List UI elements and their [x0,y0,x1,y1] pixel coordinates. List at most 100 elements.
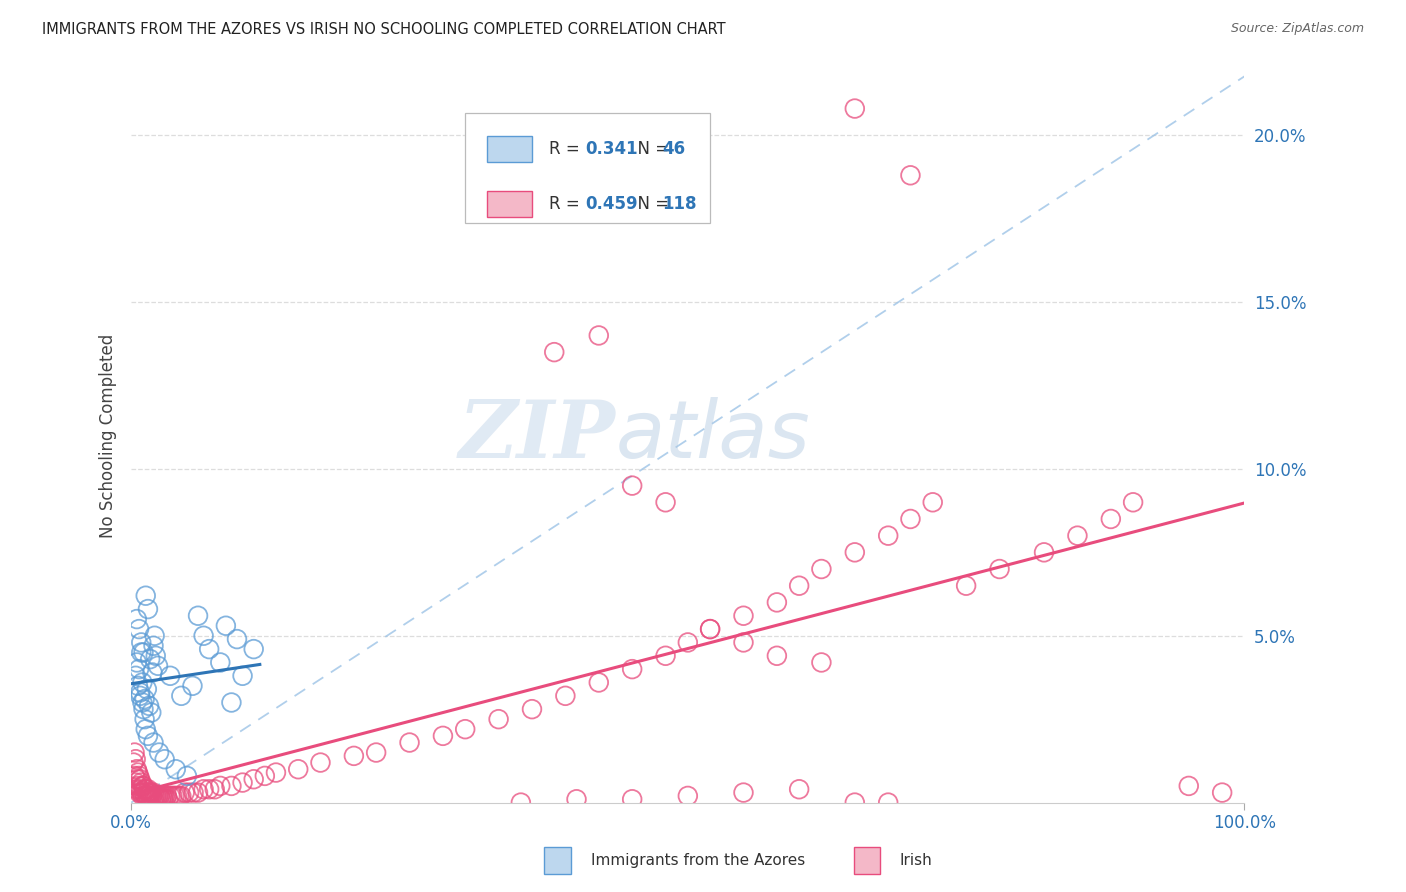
Point [128,622,150,636]
Point [129,782,152,797]
Point [699,622,721,636]
Point [676,789,699,803]
Point [153,752,176,766]
Point [156,789,179,803]
Point [264,765,287,780]
Point [125,775,148,789]
Point [124,746,146,760]
Point [132,702,155,716]
Point [226,632,249,646]
Point [142,735,165,749]
Point [232,669,254,683]
Point [699,622,721,636]
Point [621,478,644,492]
Point [1211,786,1233,800]
Point [509,796,531,810]
Point [1122,495,1144,509]
Point [128,786,150,800]
Point [215,619,238,633]
Point [125,752,148,766]
Point [988,562,1011,576]
Point [150,792,173,806]
Point [676,635,699,649]
Point [173,786,195,800]
Point [138,792,160,806]
Point [143,789,166,803]
Point [131,779,153,793]
Point [136,789,159,803]
Point [145,648,167,663]
Point [565,792,588,806]
Point [129,685,152,699]
Text: atlas: atlas [616,397,810,475]
Point [141,792,163,806]
Point [122,756,145,770]
Point [343,748,366,763]
Point [156,792,179,806]
Point [145,789,167,803]
Point [921,495,943,509]
Point [148,789,170,803]
Point [134,782,156,797]
Point [183,786,205,800]
Point [167,789,190,803]
Point [198,642,221,657]
Point [125,612,148,626]
Point [488,712,510,726]
Point [654,495,676,509]
Point [432,729,454,743]
Point [621,662,644,676]
Point [143,629,166,643]
Point [129,689,152,703]
Point [149,789,172,803]
Point [163,789,186,803]
Point [155,792,177,806]
Point [129,645,152,659]
Point [242,772,264,787]
Point [193,782,215,797]
Point [179,786,201,800]
Point [128,769,150,783]
Point [141,706,163,720]
Point [877,529,900,543]
Point [844,545,866,559]
Point [135,682,157,697]
Point [142,639,165,653]
Point [142,786,165,800]
Point [166,789,188,803]
Point [139,652,162,666]
Point [141,665,163,680]
Point [733,608,755,623]
Point [170,689,193,703]
Point [253,769,276,783]
Point [135,589,157,603]
Point [1066,529,1088,543]
Point [148,746,170,760]
Point [136,602,159,616]
Point [134,712,156,726]
Y-axis label: No Schooling Completed: No Schooling Completed [100,334,117,538]
Point [141,786,163,800]
Point [209,779,232,793]
FancyBboxPatch shape [465,112,710,223]
Point [138,786,160,800]
Point [129,775,152,789]
Text: ZIP: ZIP [458,397,616,475]
Point [454,722,477,736]
Point [588,675,610,690]
Point [136,782,159,797]
Point [1177,779,1199,793]
Text: Immigrants from the Azores: Immigrants from the Azores [591,854,804,868]
Point [221,779,243,793]
Point [588,328,610,343]
Bar [488,192,531,217]
Text: R =: R = [548,140,585,158]
Point [242,642,264,657]
Point [131,789,153,803]
Point [900,169,922,183]
Text: 0.341: 0.341 [585,140,638,158]
Point [146,789,169,803]
Point [127,765,149,780]
Point [787,579,810,593]
Point [159,789,181,803]
